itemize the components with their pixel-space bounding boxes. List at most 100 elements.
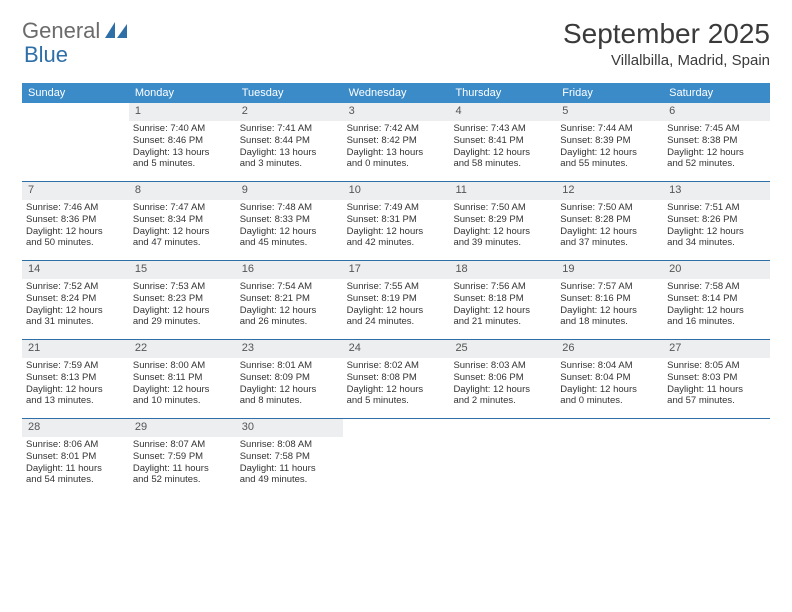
sunset-text: Sunset: 8:38 PM [667,135,766,147]
day-cell: 3Sunrise: 7:42 AMSunset: 8:42 PMDaylight… [343,103,450,181]
day-number: 16 [236,261,343,279]
dl2-text: and 5 minutes. [347,395,446,407]
sunset-text: Sunset: 8:03 PM [667,372,766,384]
sunset-text: Sunset: 7:58 PM [240,451,339,463]
dl2-text: and 58 minutes. [453,158,552,170]
day-body: Sunrise: 7:49 AMSunset: 8:31 PMDaylight:… [343,200,450,254]
sunrise-text: Sunrise: 7:55 AM [347,281,446,293]
dl1-text: Daylight: 13 hours [133,147,232,159]
sunset-text: Sunset: 8:44 PM [240,135,339,147]
header: General September 2025 Villalbilla, Madr… [22,18,770,69]
dl2-text: and 31 minutes. [26,316,125,328]
day-cell: 12Sunrise: 7:50 AMSunset: 8:28 PMDayligh… [556,182,663,260]
dl1-text: Daylight: 13 hours [240,147,339,159]
day-body: Sunrise: 7:46 AMSunset: 8:36 PMDaylight:… [22,200,129,254]
day-body: Sunrise: 7:51 AMSunset: 8:26 PMDaylight:… [663,200,770,254]
day-number: 2 [236,103,343,121]
day-number: 12 [556,182,663,200]
dl1-text: Daylight: 12 hours [240,384,339,396]
sunrise-text: Sunrise: 8:04 AM [560,360,659,372]
sunset-text: Sunset: 8:28 PM [560,214,659,226]
day-body: Sunrise: 7:53 AMSunset: 8:23 PMDaylight:… [129,279,236,333]
day-number: 18 [449,261,556,279]
day-body: Sunrise: 7:56 AMSunset: 8:18 PMDaylight:… [449,279,556,333]
sunrise-text: Sunrise: 7:40 AM [133,123,232,135]
day-cell: 13Sunrise: 7:51 AMSunset: 8:26 PMDayligh… [663,182,770,260]
day-cell: 5Sunrise: 7:44 AMSunset: 8:39 PMDaylight… [556,103,663,181]
dl2-text: and 10 minutes. [133,395,232,407]
dl1-text: Daylight: 12 hours [560,305,659,317]
day-body: Sunrise: 7:58 AMSunset: 8:14 PMDaylight:… [663,279,770,333]
dl1-text: Daylight: 12 hours [453,147,552,159]
sunset-text: Sunset: 8:11 PM [133,372,232,384]
day-body: Sunrise: 7:59 AMSunset: 8:13 PMDaylight:… [22,358,129,412]
dl1-text: Daylight: 11 hours [133,463,232,475]
sunrise-text: Sunrise: 8:07 AM [133,439,232,451]
day-number: 15 [129,261,236,279]
brand-part2-wrap: Blue [24,42,68,68]
dl1-text: Daylight: 12 hours [240,226,339,238]
day-cell: 7Sunrise: 7:46 AMSunset: 8:36 PMDaylight… [22,182,129,260]
sunrise-text: Sunrise: 7:51 AM [667,202,766,214]
dl2-text: and 52 minutes. [133,474,232,486]
day-number: 19 [556,261,663,279]
dl1-text: Daylight: 12 hours [453,226,552,238]
day-number: 26 [556,340,663,358]
sunrise-text: Sunrise: 7:58 AM [667,281,766,293]
day-body: Sunrise: 7:50 AMSunset: 8:29 PMDaylight:… [449,200,556,254]
dl1-text: Daylight: 12 hours [240,305,339,317]
sunrise-text: Sunrise: 8:03 AM [453,360,552,372]
week-row: .1Sunrise: 7:40 AMSunset: 8:46 PMDayligh… [22,103,770,182]
day-cell: 10Sunrise: 7:49 AMSunset: 8:31 PMDayligh… [343,182,450,260]
dl2-text: and 24 minutes. [347,316,446,328]
day-cell: 22Sunrise: 8:00 AMSunset: 8:11 PMDayligh… [129,340,236,418]
dl1-text: Daylight: 12 hours [560,147,659,159]
sunset-text: Sunset: 8:33 PM [240,214,339,226]
empty-cell: . [449,419,556,497]
brand-part1: General [22,18,100,44]
sunset-text: Sunset: 8:23 PM [133,293,232,305]
sunrise-text: Sunrise: 7:41 AM [240,123,339,135]
day-number: 20 [663,261,770,279]
dl2-text: and 57 minutes. [667,395,766,407]
dl2-text: and 49 minutes. [240,474,339,486]
day-number: 11 [449,182,556,200]
day-number: 24 [343,340,450,358]
day-number: 14 [22,261,129,279]
sunset-text: Sunset: 8:04 PM [560,372,659,384]
dow-label: Thursday [449,83,556,103]
day-body: Sunrise: 7:40 AMSunset: 8:46 PMDaylight:… [129,121,236,175]
dow-label: Wednesday [343,83,450,103]
dl1-text: Daylight: 12 hours [26,226,125,238]
sunrise-text: Sunrise: 7:52 AM [26,281,125,293]
day-number: 8 [129,182,236,200]
empty-cell: . [556,419,663,497]
sunrise-text: Sunrise: 8:08 AM [240,439,339,451]
sunset-text: Sunset: 8:46 PM [133,135,232,147]
sunrise-text: Sunrise: 7:46 AM [26,202,125,214]
day-cell: 11Sunrise: 7:50 AMSunset: 8:29 PMDayligh… [449,182,556,260]
day-body: Sunrise: 7:43 AMSunset: 8:41 PMDaylight:… [449,121,556,175]
day-cell: 17Sunrise: 7:55 AMSunset: 8:19 PMDayligh… [343,261,450,339]
dow-label: Tuesday [236,83,343,103]
title-block: September 2025 Villalbilla, Madrid, Spai… [563,18,770,69]
day-number: 22 [129,340,236,358]
brand-part2: Blue [24,42,68,67]
sunset-text: Sunset: 8:41 PM [453,135,552,147]
sunrise-text: Sunrise: 8:06 AM [26,439,125,451]
location: Villalbilla, Madrid, Spain [563,52,770,69]
dl1-text: Daylight: 12 hours [667,147,766,159]
dow-label: Saturday [663,83,770,103]
dl2-text: and 8 minutes. [240,395,339,407]
sunrise-text: Sunrise: 8:01 AM [240,360,339,372]
day-number: 21 [22,340,129,358]
day-number: 13 [663,182,770,200]
sunrise-text: Sunrise: 7:53 AM [133,281,232,293]
dl2-text: and 21 minutes. [453,316,552,328]
day-body: Sunrise: 8:05 AMSunset: 8:03 PMDaylight:… [663,358,770,412]
day-cell: 2 Sunrise: 7:41 AMSunset: 8:44 PMDaylight… [236,103,343,181]
empty-cell: . [343,419,450,497]
sunset-text: Sunset: 8:31 PM [347,214,446,226]
dl2-text: and 39 minutes. [453,237,552,249]
sunrise-text: Sunrise: 8:02 AM [347,360,446,372]
